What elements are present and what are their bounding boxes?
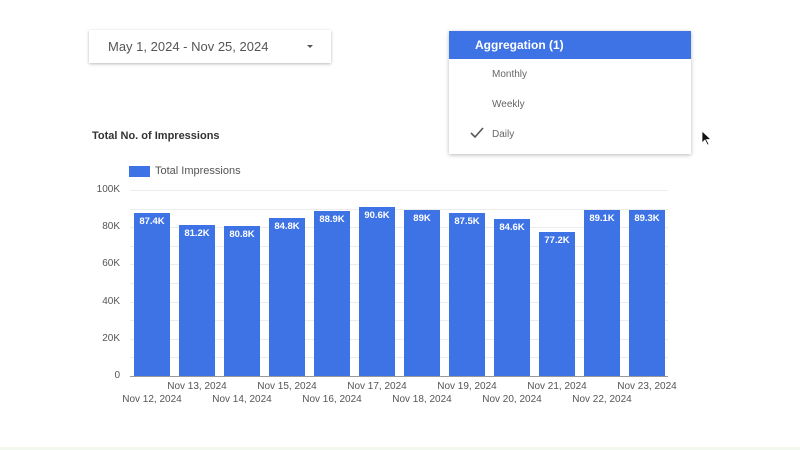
legend-swatch — [129, 165, 150, 177]
x-axis-line — [130, 376, 668, 377]
bar-value-label: 87.5K — [454, 216, 480, 227]
bar-value-label: 89.3K — [634, 213, 660, 224]
gridline — [130, 302, 668, 303]
bar[interactable] — [494, 219, 530, 376]
gridline — [130, 246, 668, 247]
bar-value-label: 81.2K — [184, 228, 210, 239]
aggregation-option-weekly[interactable]: Weekly — [449, 89, 691, 119]
x-axis-tick: Nov 13, 2024 — [167, 381, 227, 392]
bottom-strip — [0, 447, 800, 450]
y-axis-tick: 0 — [114, 370, 120, 381]
date-range-label: May 1, 2024 - Nov 25, 2024 — [108, 39, 269, 54]
aggregation-dropdown: Aggregation (1) Monthly Weekly Daily — [449, 31, 691, 154]
chart-title: Total No. of Impressions — [92, 130, 220, 142]
bar-value-label: 90.6K — [364, 210, 390, 221]
bar-value-label: 84.8K — [274, 221, 300, 232]
x-axis-tick: Nov 12, 2024 — [122, 394, 182, 405]
option-label: Daily — [492, 128, 515, 140]
aggregation-title: Aggregation (1) — [475, 38, 564, 52]
x-axis-tick: Nov 19, 2024 — [437, 381, 497, 392]
option-label: Monthly — [492, 68, 528, 80]
aggregation-header[interactable]: Aggregation (1) — [449, 31, 691, 59]
gridline — [130, 357, 668, 358]
bar-value-label: 89K — [413, 213, 431, 224]
y-axis-tick: 80K — [102, 221, 120, 232]
option-label: Weekly — [492, 98, 525, 110]
y-axis-tick: 40K — [102, 296, 120, 307]
x-axis-tick: Nov 20, 2024 — [482, 394, 542, 405]
bar[interactable] — [449, 213, 485, 376]
bar-value-label: 77.2K — [544, 235, 570, 246]
gridline — [130, 227, 668, 228]
aggregation-option-daily[interactable]: Daily — [449, 119, 691, 149]
checkmark-icon — [470, 127, 484, 139]
gridline — [130, 190, 668, 191]
gridline — [130, 320, 668, 321]
bar[interactable] — [584, 210, 620, 376]
bar[interactable] — [134, 213, 170, 376]
x-axis-tick: Nov 17, 2024 — [347, 381, 407, 392]
bar[interactable] — [359, 207, 395, 376]
x-axis-tick: Nov 14, 2024 — [212, 394, 272, 405]
x-axis-tick: Nov 23, 2024 — [617, 381, 677, 392]
y-axis-tick: 20K — [102, 333, 120, 344]
bar[interactable] — [224, 226, 260, 376]
y-axis-tick: 60K — [102, 258, 120, 269]
bar-value-label: 80.8K — [229, 229, 255, 240]
bar[interactable] — [269, 218, 305, 376]
gridline — [130, 209, 668, 210]
mouse-cursor-icon — [701, 130, 713, 146]
legend-label: Total Impressions — [155, 165, 241, 177]
bar-value-label: 89.1K — [589, 213, 615, 224]
bar-value-label: 84.6K — [499, 222, 525, 233]
x-axis-tick: Nov 21, 2024 — [527, 381, 587, 392]
gridline — [130, 264, 668, 265]
x-axis-tick: Nov 18, 2024 — [392, 394, 452, 405]
bar[interactable] — [629, 210, 665, 376]
x-axis-tick: Nov 22, 2024 — [572, 394, 632, 405]
bar-value-label: 87.4K — [139, 216, 165, 227]
y-axis-tick: 100K — [96, 184, 120, 195]
bar[interactable] — [404, 210, 440, 376]
aggregation-option-monthly[interactable]: Monthly — [449, 59, 691, 89]
gridline — [130, 283, 668, 284]
x-axis-tick: Nov 16, 2024 — [302, 394, 362, 405]
x-axis-tick: Nov 15, 2024 — [257, 381, 317, 392]
bar[interactable] — [179, 225, 215, 376]
dropdown-caret-icon — [307, 45, 313, 48]
gridline — [130, 339, 668, 340]
chart-legend: Total Impressions — [129, 165, 241, 177]
date-range-picker[interactable]: May 1, 2024 - Nov 25, 2024 — [89, 30, 331, 63]
bar[interactable] — [539, 232, 575, 376]
bar-value-label: 88.9K — [319, 214, 345, 225]
bar[interactable] — [314, 211, 350, 376]
